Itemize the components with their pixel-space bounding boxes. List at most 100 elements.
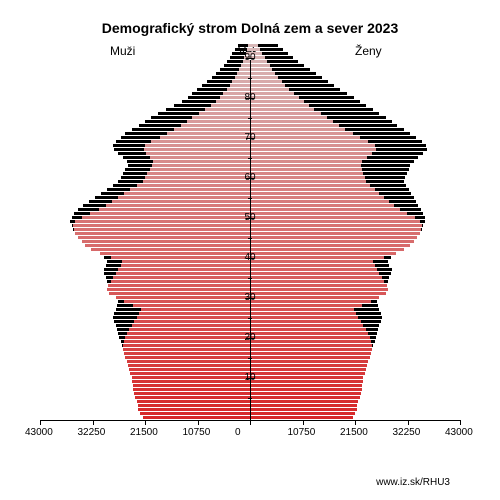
men-bar xyxy=(130,372,250,375)
y-minor-tick xyxy=(248,238,252,239)
women-bar xyxy=(250,256,384,259)
x-tick xyxy=(408,420,409,425)
women-bar xyxy=(250,64,270,67)
men-bar xyxy=(109,292,250,295)
x-tick xyxy=(145,420,146,425)
women-bar xyxy=(250,356,370,359)
men-bar xyxy=(150,168,250,171)
men-bar xyxy=(241,64,250,67)
x-tick xyxy=(198,420,199,425)
women-bar xyxy=(250,404,357,407)
men-bar xyxy=(125,356,250,359)
y-minor-tick xyxy=(248,278,252,279)
women-bar xyxy=(250,216,415,219)
x-tick-label: 0 xyxy=(235,427,241,438)
men-bar xyxy=(138,404,250,407)
women-bar xyxy=(250,220,420,223)
y-tick-label: 50 xyxy=(240,212,260,223)
women-bar xyxy=(250,104,309,107)
women-bar xyxy=(250,284,387,287)
women-bar xyxy=(250,276,382,279)
women-bar xyxy=(250,268,377,271)
y-tick-label: 20 xyxy=(240,332,260,343)
men-bar xyxy=(111,280,250,283)
women-bar xyxy=(250,236,417,239)
men-bar xyxy=(112,200,250,203)
women-bar xyxy=(250,416,353,419)
pyramid-chart: 4300032250215001075001075021500322504300… xyxy=(40,60,460,435)
women-bar xyxy=(250,108,314,111)
men-bar xyxy=(143,180,250,183)
y-minor-tick xyxy=(248,398,252,399)
women-bar xyxy=(250,252,396,255)
men-bar xyxy=(199,112,250,115)
women-bar xyxy=(250,132,353,135)
women-bar xyxy=(250,80,282,83)
women-bar xyxy=(250,364,367,367)
men-bar xyxy=(118,268,250,271)
x-tick-label: 21500 xyxy=(340,427,368,438)
women-bar xyxy=(250,324,363,327)
center-axis xyxy=(250,60,251,420)
men-bar xyxy=(147,172,250,175)
women-bar xyxy=(250,192,379,195)
women-bar xyxy=(250,124,339,127)
x-tick xyxy=(303,420,304,425)
y-minor-tick xyxy=(248,78,252,79)
women-bar xyxy=(250,248,404,251)
men-bar xyxy=(134,392,250,395)
women-bar xyxy=(250,260,373,263)
women-bar xyxy=(250,232,420,235)
women-bar xyxy=(250,208,400,211)
women-bar xyxy=(250,392,361,395)
men-bar xyxy=(124,192,250,195)
y-minor-tick xyxy=(248,158,252,159)
men-bar xyxy=(123,348,250,351)
y-tick-label: 10 xyxy=(240,372,260,383)
women-bar xyxy=(250,244,410,247)
men-bar xyxy=(133,304,250,307)
women-bar xyxy=(250,360,368,363)
women-bar xyxy=(250,300,371,303)
women-bar xyxy=(250,204,394,207)
men-bar xyxy=(144,148,250,151)
women-bar xyxy=(250,120,333,123)
women-bar xyxy=(250,196,384,199)
women-bar xyxy=(250,344,372,347)
men-label: Muži xyxy=(110,44,135,58)
men-bar xyxy=(174,128,250,131)
women-bar xyxy=(250,136,360,139)
men-bar xyxy=(145,176,250,179)
men-bar xyxy=(181,124,250,127)
y-minor-tick xyxy=(248,358,252,359)
women-bar xyxy=(250,184,370,187)
men-bar xyxy=(133,388,250,391)
men-bar xyxy=(132,380,250,383)
women-bar xyxy=(250,332,368,335)
women-bar xyxy=(250,264,375,267)
women-bar xyxy=(250,384,362,387)
women-bar xyxy=(250,340,371,343)
men-bar xyxy=(85,244,250,247)
women-bar xyxy=(250,84,285,87)
women-bar xyxy=(250,228,421,231)
women-bar xyxy=(250,304,362,307)
men-bar xyxy=(151,140,250,143)
men-bar xyxy=(127,332,250,335)
men-bar xyxy=(138,408,250,411)
women-bar xyxy=(250,320,361,323)
men-bar xyxy=(121,264,250,267)
women-bar xyxy=(250,288,388,291)
men-bar xyxy=(187,120,250,123)
men-bar xyxy=(137,400,250,403)
y-tick-label: 70 xyxy=(240,132,260,143)
women-bar xyxy=(250,224,422,227)
women-bar xyxy=(250,352,371,355)
men-bar xyxy=(141,308,250,311)
chart-title: Demografický strom Dolná zem a sever 202… xyxy=(0,20,500,36)
women-bar xyxy=(250,180,366,183)
men-bar xyxy=(125,336,250,339)
women-bar xyxy=(250,376,363,379)
men-bar xyxy=(129,368,250,371)
men-bar xyxy=(116,296,250,299)
